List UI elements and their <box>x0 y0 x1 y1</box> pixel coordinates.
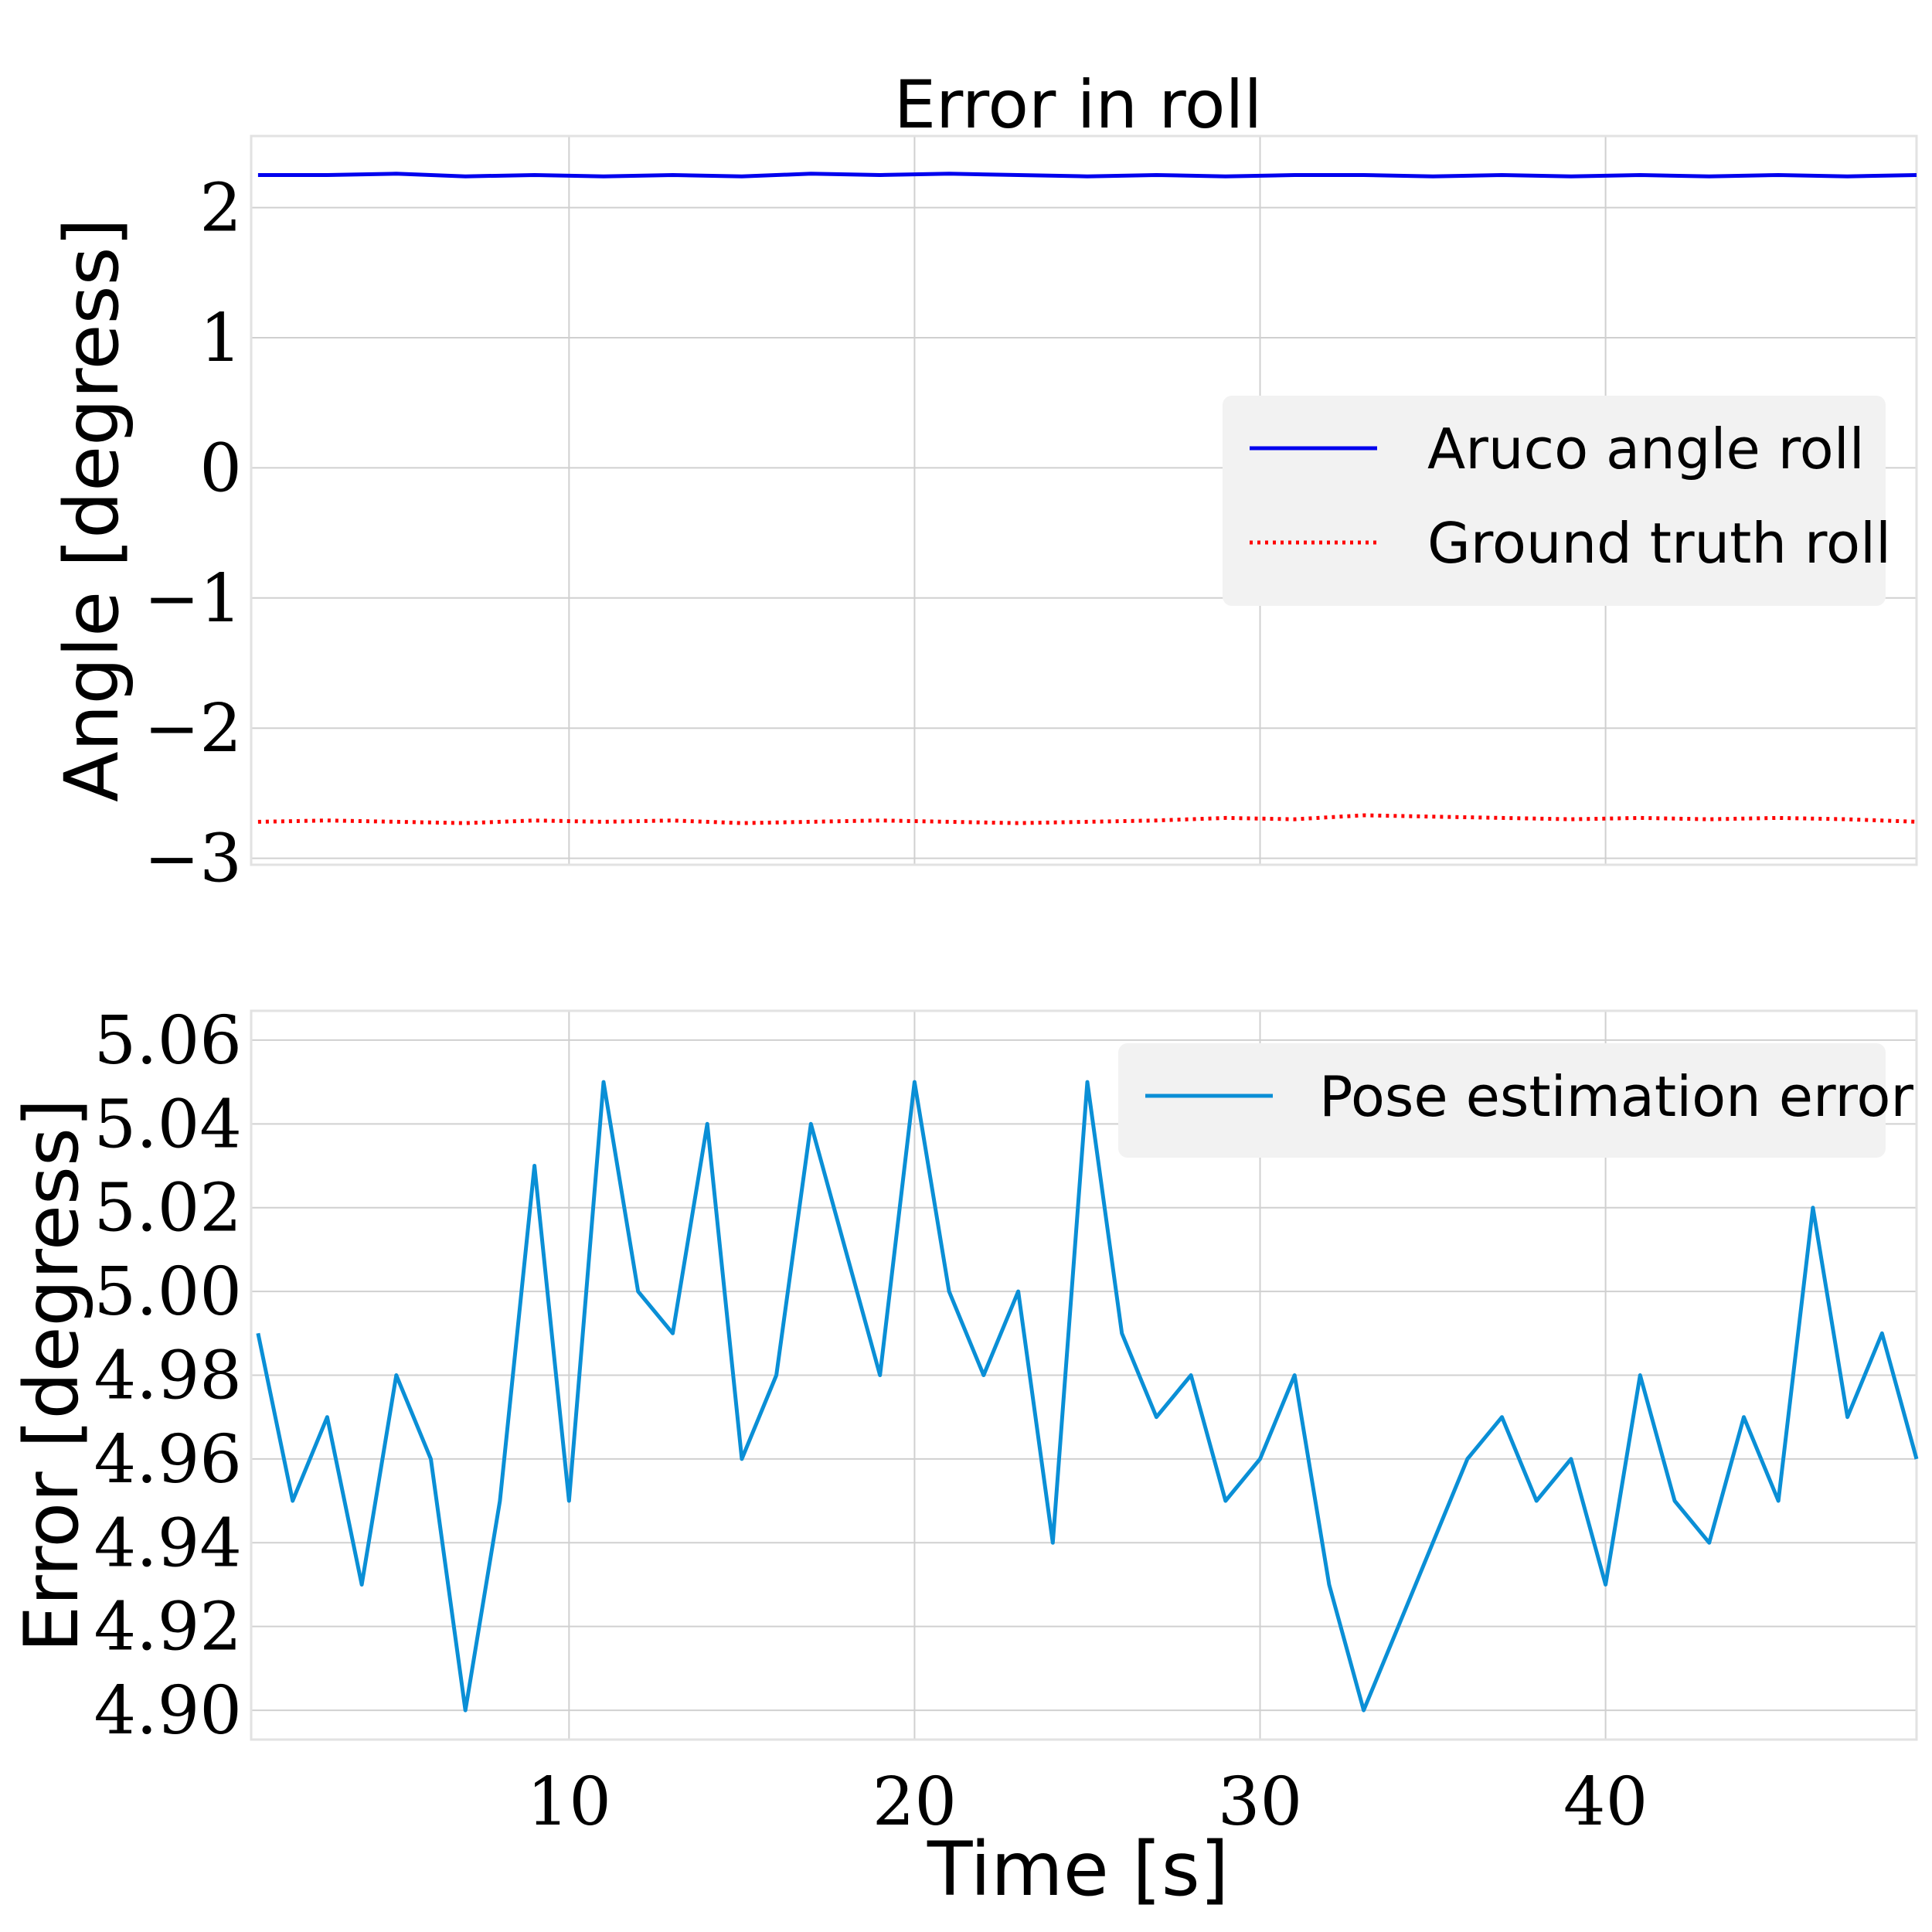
roll-y-tick-label: 0 <box>199 430 242 507</box>
aruco-legend-label: Aruco angle roll <box>1427 417 1865 481</box>
ground-truth-roll-line <box>257 813 1917 825</box>
error-plot-frame <box>250 1009 1918 1741</box>
error-y-tick-label: 4.96 <box>94 1421 242 1498</box>
x-tick-label: 30 <box>1218 1764 1302 1841</box>
pose-estimation-error-line <box>256 1080 1919 1713</box>
roll-angle-plot: Error in roll 210−1−2−3 Angle [degress] … <box>49 66 1918 898</box>
roll-y-tick-label: 2 <box>199 170 242 247</box>
roll-plot-series <box>257 172 1917 825</box>
aruco-angle-roll-line <box>257 172 1917 179</box>
pose-error-legend-label: Pose estimation error <box>1319 1064 1913 1129</box>
error-plot-legend: Pose estimation error <box>1118 1043 1913 1158</box>
roll-y-axis-label: Angle [degress] <box>49 218 135 802</box>
error-plot-series <box>256 1080 1919 1713</box>
error-y-tick-label: 4.92 <box>94 1589 242 1666</box>
error-y-tick-label: 5.04 <box>94 1086 242 1163</box>
pose-error-plot: 5.065.045.025.004.984.964.944.924.90 10 2… <box>9 1002 1919 1913</box>
x-tick-label: 20 <box>872 1764 957 1841</box>
roll-y-tick-label: 1 <box>199 300 242 377</box>
error-y-tick-label: 4.94 <box>94 1505 242 1582</box>
error-y-tick-label: 5.06 <box>94 1002 242 1080</box>
error-y-tick-label: 5.02 <box>94 1170 242 1247</box>
ground-truth-legend-label: Ground truth roll <box>1427 511 1891 576</box>
error-legend-box <box>1118 1043 1886 1158</box>
roll-y-tick-label: −2 <box>144 690 242 767</box>
error-y-tick-label: 4.98 <box>94 1338 242 1415</box>
x-tick-label: 10 <box>527 1764 611 1841</box>
error-plot-x-ticks: 10 20 30 40 <box>527 1764 1648 1841</box>
error-y-tick-label: 4.90 <box>94 1672 242 1750</box>
roll-plot-grid <box>251 136 1917 865</box>
x-tick-label: 40 <box>1563 1764 1648 1841</box>
roll-y-tick-label: −3 <box>144 821 242 898</box>
error-y-axis-label: Error [degress] <box>9 1099 95 1653</box>
error-plot-y-ticks: 5.065.045.025.004.984.964.944.924.90 <box>94 1002 242 1750</box>
x-axis-label: Time [s] <box>927 1826 1229 1913</box>
error-y-tick-label: 5.00 <box>94 1253 242 1331</box>
roll-plot-frame <box>250 134 1918 866</box>
roll-y-tick-label: −1 <box>144 560 242 638</box>
roll-plot-legend: Aruco angle roll Ground truth roll <box>1223 396 1891 606</box>
chart-title: Error in roll <box>894 66 1263 144</box>
roll-legend-box <box>1223 396 1886 606</box>
roll-plot-y-ticks: 2 1 0 −1 −2 −3 <box>144 170 242 898</box>
